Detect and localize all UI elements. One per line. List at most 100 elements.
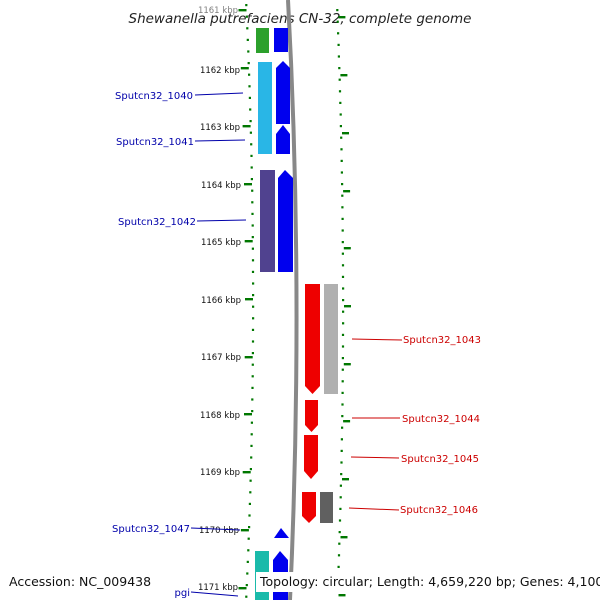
ruler-tick [337, 554, 341, 557]
gene-1041-cds-arrow [276, 125, 290, 154]
ruler-tick [339, 507, 342, 510]
ruler-tick [340, 449, 343, 452]
ruler-tick [341, 391, 344, 394]
ruler-tick [252, 294, 255, 297]
gene-label-1041[interactable]: Sputcn32_1041 [116, 137, 194, 148]
ruler-tick [337, 55, 340, 58]
ruler-major-tick [338, 16, 346, 19]
ruler-major-tick [340, 536, 348, 539]
gene-label-1043[interactable]: Sputcn32_1043 [403, 335, 481, 346]
kbp-label: 1165 kbp [201, 238, 241, 248]
ruler-major-tick [242, 125, 251, 128]
gene-label-1042[interactable]: Sputcn32_1042 [118, 217, 196, 228]
ruler-tick [250, 433, 253, 436]
ruler-tick [249, 120, 252, 123]
ruler-tick [251, 212, 254, 215]
ruler-tick [337, 43, 340, 46]
gene-label-1045[interactable]: Sputcn32_1045 [401, 454, 479, 465]
ruler-major-tick [244, 413, 252, 416]
ruler-tick [338, 78, 341, 81]
ruler-tick [250, 166, 253, 169]
ruler-tick [250, 444, 253, 447]
ruler-tick [246, 572, 249, 575]
gene-label-1044[interactable]: Sputcn32_1044 [402, 414, 480, 425]
gene-1046-color-block [320, 492, 333, 523]
ruler-tick [250, 143, 253, 146]
ruler-tick [341, 252, 344, 255]
ruler-tick [251, 340, 255, 343]
ruler-tick [251, 201, 254, 204]
ruler-tick [248, 514, 251, 517]
ruler-tick [341, 194, 344, 197]
ruler-tick [246, 560, 249, 563]
leader-line [196, 219, 247, 222]
ruler-tick [246, 27, 249, 30]
gene-label-pgi[interactable]: pgi [175, 588, 190, 599]
map-title: Shewanella putrefaciens CN-32, complete … [129, 11, 472, 27]
ruler-tick [249, 468, 252, 471]
gene-1045-cds-arrow [304, 435, 318, 479]
ruler-tick [251, 189, 254, 192]
leader-line [351, 338, 403, 341]
ruler-tick [339, 125, 342, 128]
ruler-tick [248, 73, 251, 76]
ruler-tick [251, 375, 254, 378]
ruler-major-tick [238, 587, 247, 590]
ruler-tick [251, 259, 255, 262]
ruler-tick [245, 595, 248, 598]
gene-label-1047[interactable]: Sputcn32_1047 [112, 524, 190, 535]
ruler-tick [247, 537, 250, 540]
genome-backbone-arc [286, 0, 299, 600]
ruler-major-tick [344, 305, 351, 308]
ruler-tick [248, 502, 251, 505]
ruler-tick [341, 241, 344, 244]
kbp-label: 1168 kbp [200, 411, 240, 421]
ruler-tick [341, 415, 344, 418]
ruler-tick [248, 85, 251, 88]
kbp-label: 1163 kbp [200, 123, 240, 133]
kbp-labels: 1161 kbp 1162 kbp 1163 kbp 1164 kbp 1165… [198, 6, 241, 593]
ruler-major-tick [343, 363, 351, 366]
leader-line [348, 507, 400, 511]
ruler-tick [251, 328, 255, 331]
ruler-tick [341, 333, 345, 336]
ruler-tick [251, 386, 254, 389]
footer-bg-right [256, 572, 596, 592]
ruler-tick [338, 67, 341, 70]
ruler-tick [342, 299, 345, 302]
ruler-tick [341, 206, 344, 209]
ruler-tick [251, 410, 254, 413]
ruler-tick [341, 275, 345, 278]
ruler-tick [251, 363, 254, 366]
ruler-tick [338, 90, 342, 93]
kbp-label: 1166 kbp [201, 296, 241, 306]
top-green-feature [256, 28, 269, 53]
ruler-tick [252, 317, 255, 320]
leader-line [190, 527, 241, 531]
ruler-tick [249, 491, 252, 494]
ruler-tick [246, 38, 249, 41]
kbp-label: 1170 kbp [199, 526, 239, 536]
ruler-tick [251, 236, 254, 239]
ruler-tick [245, 4, 248, 7]
leader-line [194, 92, 244, 96]
ruler-major-tick [244, 240, 253, 243]
ruler-tick [336, 9, 339, 12]
ruler-tick [245, 15, 248, 18]
ruler-tick [339, 101, 342, 104]
accession-text: Accession: NC_009438 [9, 574, 151, 589]
ruler-major-tick [343, 247, 351, 250]
ruler-major-tick [343, 190, 351, 193]
ruler-tick [339, 484, 342, 487]
gene-1044-cds-arrow [305, 400, 318, 432]
ruler-tick [250, 421, 253, 424]
ruler-tick [341, 357, 344, 360]
ruler-tick [336, 20, 339, 23]
ruler-major-tick [342, 478, 349, 481]
gene-label-1046[interactable]: Sputcn32_1046 [400, 505, 478, 516]
ruler-tick [251, 352, 254, 355]
ruler-tick [250, 154, 253, 157]
ruler-major-tick [242, 471, 251, 474]
gene-label-1040[interactable]: Sputcn32_1040 [115, 91, 193, 102]
ruler-tick [340, 148, 343, 151]
